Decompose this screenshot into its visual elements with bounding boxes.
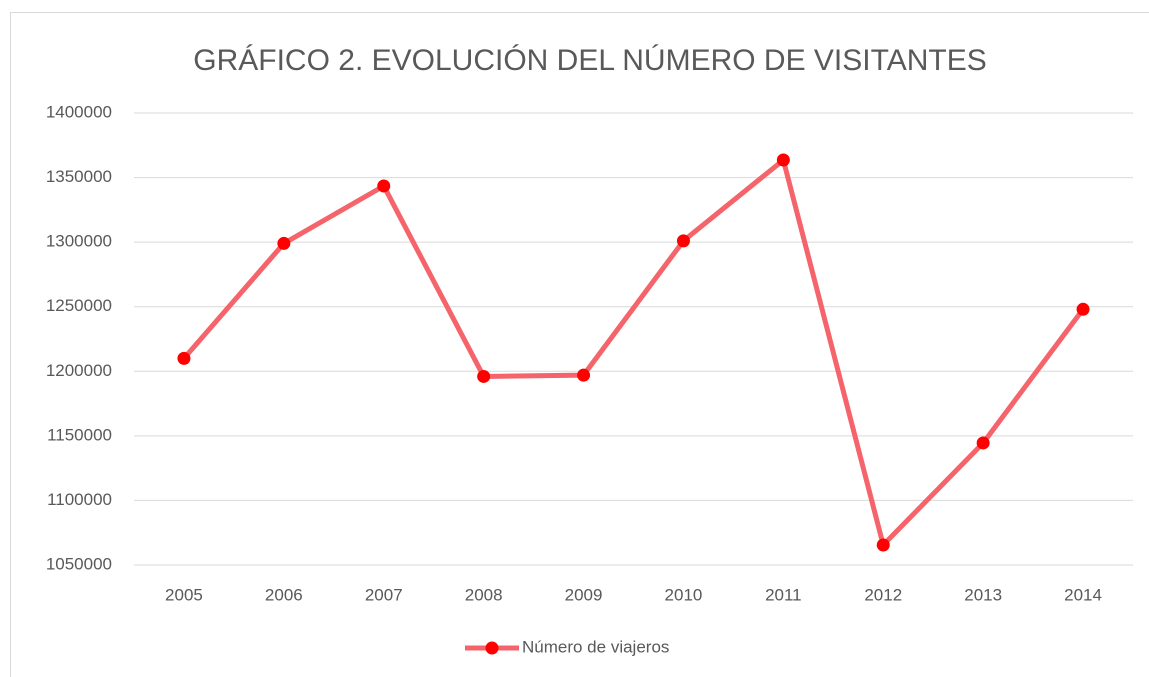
data-point xyxy=(776,153,790,167)
y-tick-label: 1050000 xyxy=(46,554,112,573)
x-tick-label: 2006 xyxy=(265,585,303,604)
data-point xyxy=(976,436,990,450)
data-point xyxy=(277,236,291,250)
data-point xyxy=(676,234,690,248)
y-tick-label: 1300000 xyxy=(46,232,112,251)
data-point xyxy=(377,179,391,193)
x-tick-label: 2009 xyxy=(565,585,603,604)
y-tick-label: 1100000 xyxy=(47,490,112,509)
series-line xyxy=(182,157,1086,548)
chart-title: GRÁFICO 2. EVOLUCIÓN DEL NÚMERO DE VISIT… xyxy=(193,44,986,77)
data-point xyxy=(876,538,890,552)
y-tick-label: 1200000 xyxy=(46,361,112,380)
x-tick-label: 2007 xyxy=(365,585,403,604)
y-tick-label: 1400000 xyxy=(46,102,112,121)
chart-border xyxy=(10,12,1149,677)
x-tick-label: 2012 xyxy=(864,585,902,604)
x-tick-label: 2014 xyxy=(1064,585,1102,604)
x-tick-label: 2010 xyxy=(665,585,703,604)
legend-marker xyxy=(485,641,499,655)
x-tick-label: 2011 xyxy=(765,585,802,604)
data-point xyxy=(177,351,191,365)
legend-label: Número de viajeros xyxy=(522,637,669,656)
x-tick-label: 2005 xyxy=(165,585,203,604)
x-tick-label: 2008 xyxy=(465,585,503,604)
y-tick-label: 1350000 xyxy=(46,167,112,186)
y-tick-label: 1250000 xyxy=(46,296,112,315)
data-point xyxy=(577,368,591,382)
y-tick-label: 1150000 xyxy=(47,425,112,444)
x-tick-label: 2013 xyxy=(964,585,1002,604)
data-point xyxy=(477,369,491,383)
data-point xyxy=(1076,302,1090,316)
